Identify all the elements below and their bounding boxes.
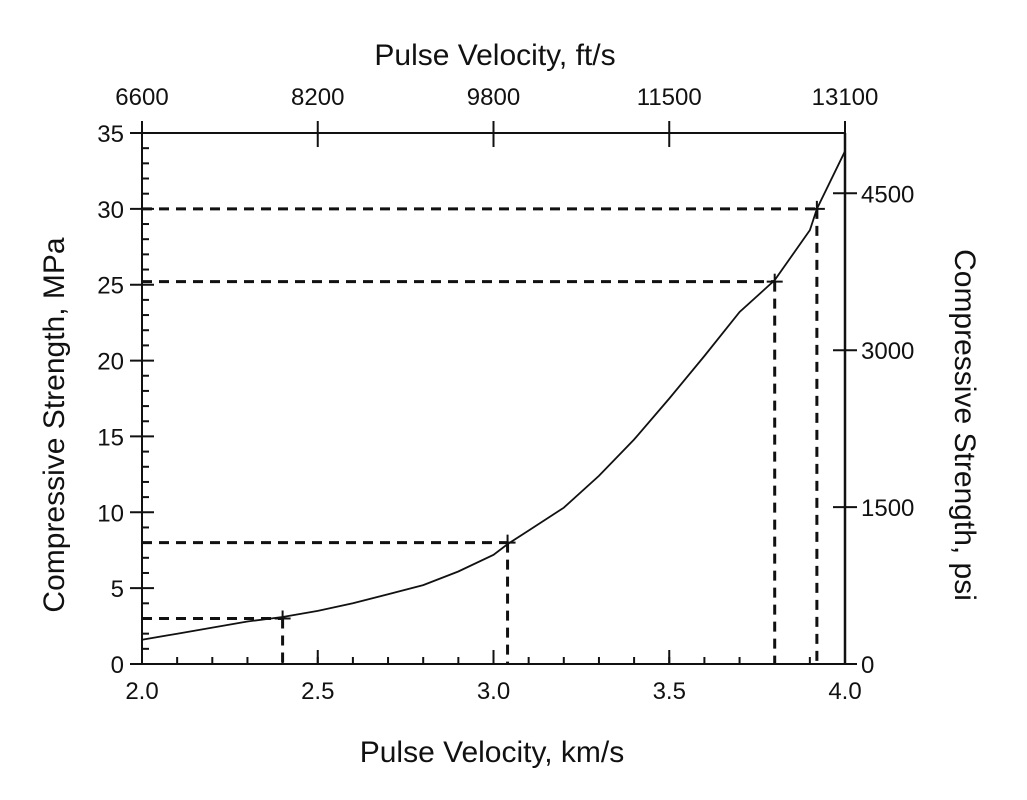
tick-marks <box>130 121 857 665</box>
y-tick-label-2: 10 <box>97 500 124 527</box>
right-tick-label-2: 3000 <box>861 338 914 365</box>
x-tick-label-3: 3.5 <box>653 678 686 705</box>
top-tick-label-2: 9800 <box>467 84 520 111</box>
y-tick-label-4: 20 <box>97 349 124 376</box>
plot-frame <box>141 132 847 665</box>
x-axis-title: Pulse Velocity, km/s <box>360 736 625 769</box>
x-tick-label-0: 2.0 <box>125 678 158 705</box>
right-axis-title: Compressive Strength, psi <box>948 249 981 601</box>
y-tick-label-7: 35 <box>97 121 124 148</box>
y-tick-label-6: 30 <box>97 197 124 224</box>
top-tick-label-1: 8200 <box>291 84 344 111</box>
right-tick-label-3: 4500 <box>861 181 914 208</box>
reference-lines <box>142 200 825 664</box>
right-tick-label-0: 0 <box>861 652 874 679</box>
y-axis-title: Compressive Strength, MPa <box>38 237 71 612</box>
strength-curve <box>141 150 846 641</box>
x-tick-label-2: 3.0 <box>477 678 510 705</box>
x-tick-label-4: 4.0 <box>828 678 861 705</box>
y-tick-label-5: 25 <box>97 273 124 300</box>
curve-group <box>141 150 846 641</box>
top-tick-label-4: 13100 <box>812 84 879 111</box>
y-tick-label-1: 5 <box>111 576 124 603</box>
right-tick-label-1: 1500 <box>861 495 914 522</box>
top-tick-label-0: 6600 <box>115 84 168 111</box>
y-tick-label-3: 15 <box>97 424 124 451</box>
x-tick-label-1: 2.5 <box>301 678 334 705</box>
top-tick-label-3: 11500 <box>637 84 702 111</box>
top-axis-title: Pulse Velocity, ft/s <box>374 39 615 72</box>
y-tick-label-0: 0 <box>111 652 124 679</box>
